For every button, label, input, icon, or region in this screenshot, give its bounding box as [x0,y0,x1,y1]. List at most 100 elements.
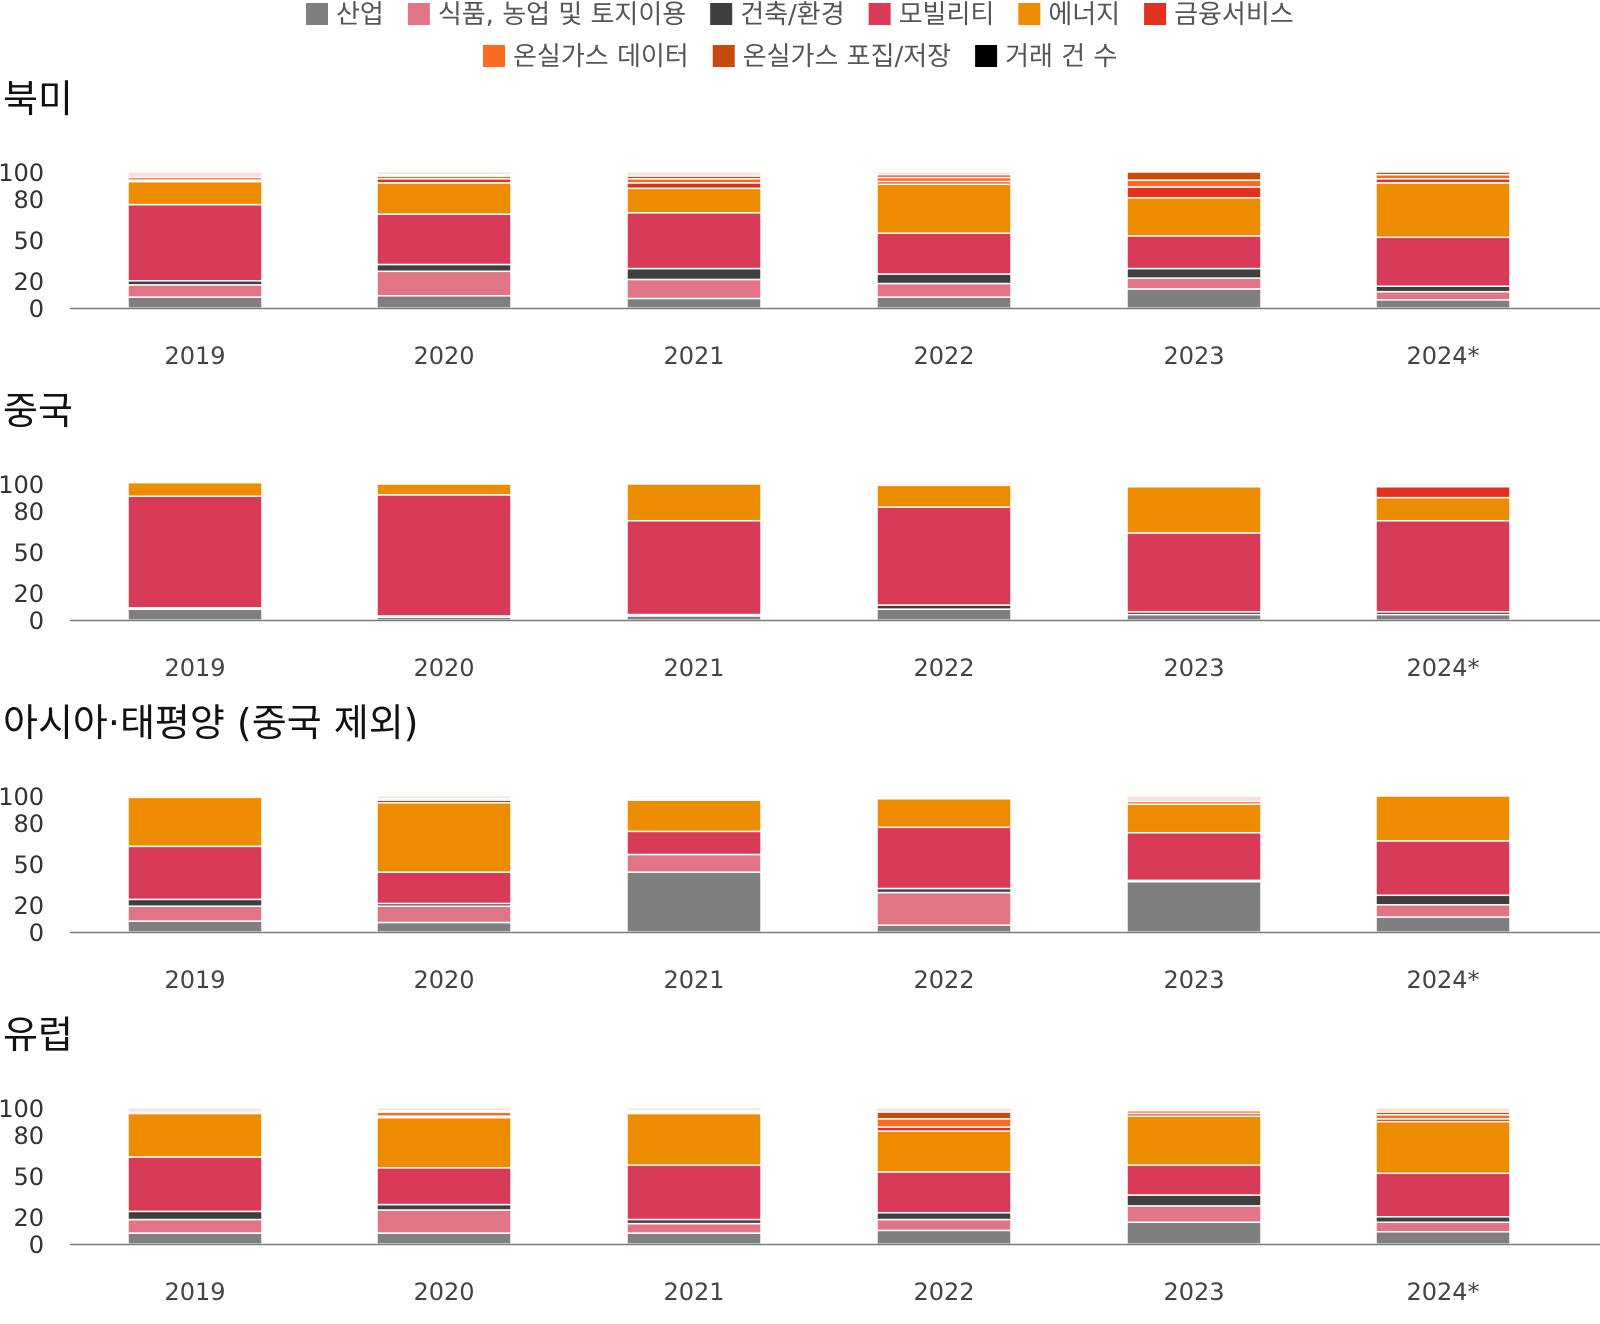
panel-title: 중국 [3,389,73,433]
bar-segment-energy [1375,496,1511,522]
y-tick-label: 80 [13,186,44,214]
bar-segment-energy [1375,182,1511,239]
legend-label-industry: 산업 [336,0,384,30]
panel-title: 유럽 [3,1013,73,1057]
bar-segment-mobility [127,495,263,609]
bar-segment-energy [626,1112,762,1166]
bar-segment-energy [127,180,263,206]
bar-segment-industry [1375,299,1511,309]
bar-segment-mobility [1375,519,1511,613]
bar-segment-mobility [1126,532,1262,613]
legend-label-deals: 거래 건 수 [1005,42,1117,72]
bar-segment-industry [626,871,762,933]
bar-segment-energy [876,484,1012,508]
bar-segment-mobility [1126,831,1262,882]
bar-segment-remainder [1375,483,1511,486]
x-tick-label: 2024* [1406,654,1479,682]
bar-stack-2023 [1126,171,1262,309]
bar-segment-mobility [1126,1164,1262,1196]
y-tick-label: 20 [13,268,44,296]
x-tick-label: 2021 [663,966,724,994]
bar-segment-food [1375,904,1511,918]
bar-segment-food [127,905,263,922]
bar-segment-food [376,905,512,924]
x-tick-label: 2019 [164,342,225,370]
bar-segment-remainder [1126,1107,1262,1110]
x-tick-label: 2021 [663,1278,724,1306]
legend-label-energy: 에너지 [1048,0,1120,30]
bar-segment-mobility [376,213,512,266]
bar-segment-industry [376,921,512,933]
x-tick-label: 2019 [164,1278,225,1306]
bar-segment-mobility [376,1167,512,1206]
y-tick-label: 80 [13,1122,44,1150]
bar-segment-mobility [127,845,263,901]
bar-stack-2023 [1126,795,1262,933]
bar-segment-industry [127,920,263,933]
x-tick-label: 2022 [913,654,974,682]
bar-segment-energy [127,796,263,848]
y-tick-label: 50 [13,1163,44,1191]
legend-swatch-construction [710,3,733,25]
bar-segment-food [876,891,1012,926]
bar-segment-food [626,278,762,300]
bar-segment-construction [876,1211,1012,1221]
bar-segment-remainder [876,1107,1012,1113]
x-tick-label: 2023 [1163,966,1224,994]
bar-stack-2024* [1375,795,1511,933]
bar-segment-food [127,284,263,298]
bar-segment-remainder [876,171,1012,176]
bar-segment-industry [376,1232,512,1245]
bar-stack-2021 [626,795,762,933]
bar-segment-construction [376,1203,512,1211]
legend-row: 산업 식품, 농업 및 토지이용 건축/환경 모빌리티 에너지 금융서비스 [306,0,1294,30]
bar-segment-energy [876,797,1012,829]
bar-segment-industry [1126,288,1262,309]
legend-swatch-deals [975,45,998,67]
bar-segment-energy [876,183,1012,234]
bar-segment-industry [1126,1221,1262,1245]
legend-entry-industry: 산업 [306,0,384,30]
legend-label-food: 식품, 농업 및 토지이용 [438,0,686,30]
bar-segment-industry [1375,1231,1511,1245]
bar-stack-2019 [127,171,263,309]
bar-stack-2020 [376,483,512,621]
bar-segment-food [127,1218,263,1234]
legend-entry-mobility: 모빌리티 [868,0,994,30]
bar-stack-2020 [376,1107,512,1245]
legend-entry-energy: 에너지 [1018,0,1120,30]
y-tick-label: 20 [13,892,44,920]
bar-segment-remainder [876,795,1012,798]
bar-segment-finance [1126,186,1262,199]
bar-segment-construction [1375,1216,1511,1223]
bar-segment-mobility [876,1171,1012,1214]
bar-segment-construction [1375,285,1511,293]
bar-segment-construction [1126,1194,1262,1207]
legend-swatch-mobility [868,3,891,25]
y-tick-label: 80 [13,498,44,526]
y-tick-label: 100 [0,159,44,187]
x-tick-label: 2023 [1163,1278,1224,1306]
bar-segment-energy [376,802,512,873]
bar-segment-food [1126,1205,1262,1223]
bar-segment-industry [1126,613,1262,621]
bar-segment-industry [127,1232,263,1245]
bar-stack-2019 [127,795,263,933]
y-tick-label: 0 [29,607,44,635]
legend-label-construction: 건축/환경 [740,0,844,30]
legend-label-ghg_data: 온실가스 데이터 [513,42,689,72]
bar-segment-remainder [376,795,512,800]
bar-segment-industry [1375,613,1511,621]
bar-stack-2022 [876,483,1012,621]
legend-label-ccs: 온실가스 포집/저장 [743,42,951,72]
x-tick-label: 2020 [413,342,474,370]
legend-entry-ccs: 온실가스 포집/저장 [712,42,951,72]
bar-segment-energy [127,1112,263,1158]
bar-segment-industry [1375,916,1511,933]
bar-segment-ccs [876,1111,1012,1120]
bar-segment-industry [127,608,263,621]
y-tick-label: 100 [0,783,44,811]
bar-segment-mobility [626,212,762,270]
bar-segment-food [1375,290,1511,301]
